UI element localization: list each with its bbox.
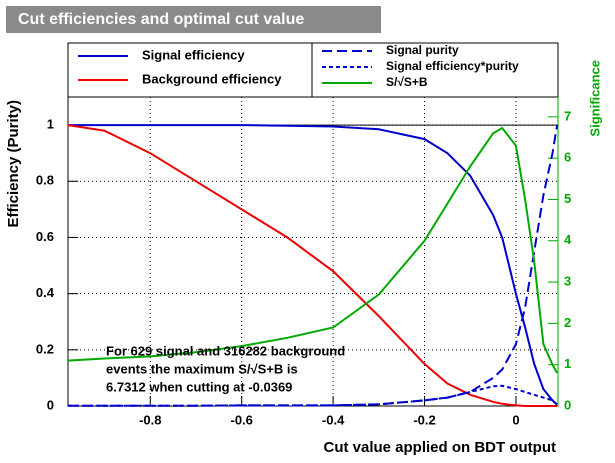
y-tick-label: 0.8 <box>36 173 54 188</box>
x-tick-label: 0 <box>512 412 519 427</box>
series-line <box>68 124 558 406</box>
legend-label: Signal efficiency*purity <box>386 59 519 73</box>
legend-box <box>311 42 559 98</box>
annotation: 6.7312 when cutting at -0.0369 <box>106 379 292 394</box>
x-tick-label: -0.2 <box>413 412 435 427</box>
y2-axis-label: Significance <box>587 60 602 137</box>
series-line <box>67 126 558 374</box>
y2-tick-label: 4 <box>564 232 572 247</box>
legend-label: Signal efficiency <box>142 47 245 62</box>
y-tick-label: 0.6 <box>36 229 54 244</box>
y-axis-label: Efficiency (Purity) <box>5 100 22 228</box>
annotation: For 629 signal and 316282 background <box>106 343 345 358</box>
y-tick-label: 1 <box>47 117 54 132</box>
legend-box <box>67 42 313 98</box>
y2-tick-label: 0 <box>564 397 571 412</box>
series-line <box>67 124 558 407</box>
legend-label: Background efficiency <box>142 71 282 86</box>
title-box <box>6 6 381 33</box>
y-tick-label: 0.2 <box>36 341 54 356</box>
x-axis-label: Cut value applied on BDT output <box>324 439 557 456</box>
plot-area <box>67 96 559 407</box>
y2-tick-label: 6 <box>564 150 571 165</box>
y2-tick-label: 5 <box>564 191 571 206</box>
x-tick-label: -0.4 <box>322 412 345 427</box>
y2-tick-label: 2 <box>564 315 571 330</box>
y2-tick-label: 7 <box>564 108 571 123</box>
y-tick-label: 0 <box>47 397 54 412</box>
y2-tick-label: 3 <box>564 274 571 289</box>
y2-tick-label: 1 <box>564 356 571 371</box>
legend-label: S/√S+B <box>386 75 428 89</box>
x-tick-label: -0.6 <box>230 412 252 427</box>
y-tick-label: 0.4 <box>36 285 55 300</box>
annotation: events the maximum S/√S+B is <box>106 361 298 376</box>
chart-title: Cut efficiencies and optimal cut value <box>18 11 304 28</box>
legend-label: Signal purity <box>386 43 459 57</box>
series-line <box>68 384 558 407</box>
x-tick-label: -0.8 <box>139 412 161 427</box>
